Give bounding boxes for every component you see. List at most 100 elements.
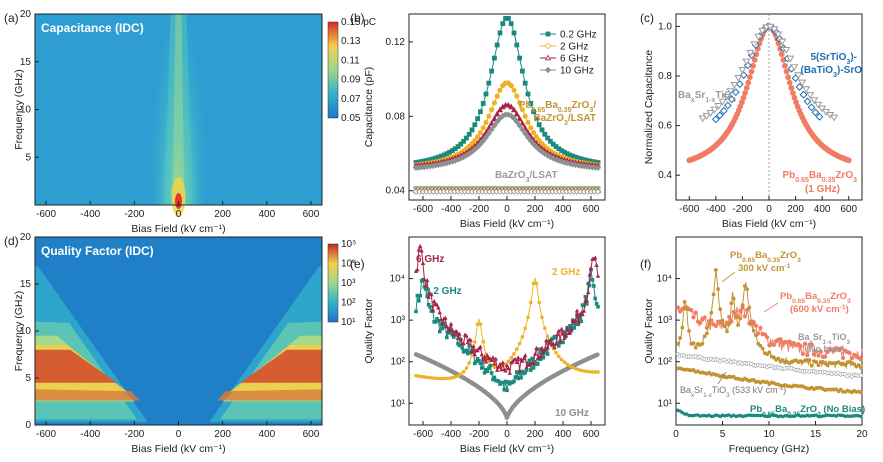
series-point [560,331,566,336]
y-axis-label: Capacitance (pF) [363,67,375,148]
y-tick-label: 10⁴ [657,274,672,285]
series-point [492,365,497,369]
series-point [480,137,487,145]
series-point [586,281,590,286]
panel-label: (b) [350,11,365,25]
series-point [420,261,426,266]
series-point [447,327,452,332]
series-point [537,347,541,352]
series-point [458,337,463,342]
series-point [774,31,783,39]
series-point [554,350,558,355]
series-point [444,324,449,329]
series-point [565,326,570,331]
series-point [722,93,731,101]
series-point [529,368,533,372]
series-point [594,262,599,267]
annotation-reference: BaZrO3/LSAT [495,170,558,184]
series-point [512,379,516,383]
series-point [754,33,763,41]
annotation-freq: (1 GHz) [805,184,840,195]
series-point [722,324,727,329]
annotation-pbz: Pb0.65Ba0.35ZrO3 [782,170,857,184]
series-point [527,358,532,363]
series-point [760,346,765,351]
series-point [473,361,477,366]
colorbar-tick-label: 0.15 pC [341,17,376,28]
series-point [534,345,539,350]
series-point [771,342,776,348]
y-axis-label: Frequency (GHz) [13,69,25,150]
series-point [522,113,528,119]
series-point [545,345,550,350]
series-point [530,130,537,136]
y-axis-label: Normalized Capacitance [643,50,655,165]
series-point [778,51,785,58]
series-point [747,305,752,310]
series-point [454,332,459,337]
series-point [749,321,754,326]
x-axis-label: Bias Field (kV cm⁻¹) [722,218,816,230]
series-point [858,357,863,362]
x-tick-label: 200 [527,429,544,440]
series-point [739,71,748,80]
series-point [713,323,718,328]
series-point [475,322,480,327]
series-point [513,118,520,125]
legend-marker [545,31,551,37]
y-tick-label: 10 [20,326,32,337]
y-tick-label: 10⁴ [390,274,405,285]
series-point [516,100,523,106]
series-point [726,88,735,96]
series-point [472,122,478,128]
series-point [727,95,736,104]
series-point [742,314,747,319]
series-point [519,126,526,133]
x-tick-label: 15 [810,429,822,440]
series-point [471,348,476,352]
series-point [807,103,816,112]
series-point [573,366,578,371]
series-point [852,362,857,367]
series-point [799,90,808,99]
series-point [497,30,503,36]
series-point [474,134,481,140]
series-point [587,369,592,374]
series-point [510,115,518,122]
series-point [762,332,768,337]
series-point [858,365,863,370]
series-point [581,308,587,313]
series-point [778,337,783,342]
series-point [547,153,554,161]
series-point [503,379,508,384]
series-point [496,364,501,369]
series-point [481,340,486,344]
series-point [478,322,483,326]
series-point [545,334,550,339]
y-tick-label: 10² [658,357,673,368]
x-axis-label: Bias Field (kV cm⁻¹) [460,218,554,230]
series-point [424,287,428,291]
series-point [715,111,724,120]
series-point [706,110,715,117]
x-tick-label: 0 [673,429,679,440]
annotation-leader [717,371,727,385]
series-point [538,148,546,155]
series-point [501,380,505,385]
reference-series [412,188,602,195]
series-point [520,334,525,339]
series-point [485,353,490,358]
x-tick-label: -400 [80,429,100,440]
series-point [573,322,578,327]
series-point [514,42,520,48]
series-point [569,329,574,333]
series-0 [413,243,601,375]
series-point [454,329,459,334]
series-point [731,296,736,301]
series-point [433,320,438,324]
series-point [519,107,526,113]
series-point [487,366,491,370]
series-point [425,375,430,380]
series-point [425,278,430,283]
series-point [531,281,536,286]
